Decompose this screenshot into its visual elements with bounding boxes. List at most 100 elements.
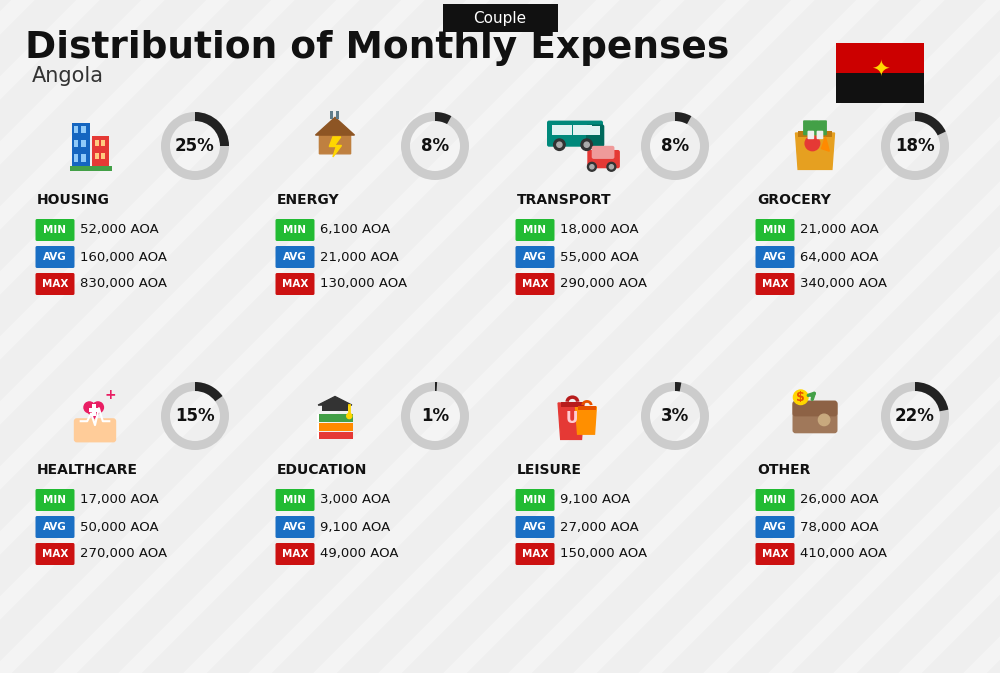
Polygon shape (558, 403, 584, 439)
Text: AVG: AVG (283, 252, 307, 262)
FancyBboxPatch shape (36, 246, 74, 268)
FancyBboxPatch shape (72, 122, 90, 170)
Circle shape (554, 139, 565, 151)
Text: 6,100 AOA: 6,100 AOA (320, 223, 390, 236)
Circle shape (84, 402, 95, 413)
Polygon shape (316, 117, 354, 135)
Polygon shape (84, 408, 103, 419)
Text: 150,000 AOA: 150,000 AOA (560, 548, 647, 561)
Text: 27,000 AOA: 27,000 AOA (560, 520, 639, 534)
Wedge shape (915, 112, 946, 135)
Polygon shape (822, 137, 829, 151)
FancyBboxPatch shape (74, 140, 78, 147)
Text: HOUSING: HOUSING (37, 193, 110, 207)
FancyBboxPatch shape (317, 423, 353, 431)
Text: MAX: MAX (282, 549, 308, 559)
Text: 49,000 AOA: 49,000 AOA (320, 548, 398, 561)
Text: 50,000 AOA: 50,000 AOA (80, 520, 159, 534)
Wedge shape (435, 382, 437, 391)
FancyBboxPatch shape (276, 543, 314, 565)
FancyBboxPatch shape (442, 4, 558, 32)
Text: MAX: MAX (762, 549, 788, 559)
FancyBboxPatch shape (322, 405, 348, 411)
FancyBboxPatch shape (101, 140, 105, 146)
FancyBboxPatch shape (276, 219, 314, 241)
FancyBboxPatch shape (792, 400, 838, 417)
Text: 290,000 AOA: 290,000 AOA (560, 277, 647, 291)
FancyBboxPatch shape (317, 414, 353, 422)
Circle shape (587, 162, 596, 171)
Text: 9,100 AOA: 9,100 AOA (320, 520, 390, 534)
FancyBboxPatch shape (276, 273, 314, 295)
Text: ENERGY: ENERGY (277, 193, 340, 207)
FancyBboxPatch shape (516, 246, 554, 268)
Wedge shape (915, 382, 948, 411)
Text: 3%: 3% (661, 407, 689, 425)
Text: 18,000 AOA: 18,000 AOA (560, 223, 639, 236)
Text: TRANSPORT: TRANSPORT (517, 193, 612, 207)
FancyBboxPatch shape (756, 516, 794, 538)
Text: 18%: 18% (895, 137, 935, 155)
Text: U: U (566, 411, 578, 426)
Circle shape (793, 390, 808, 404)
FancyBboxPatch shape (587, 150, 620, 168)
FancyBboxPatch shape (561, 402, 584, 407)
Text: MIN: MIN (44, 495, 66, 505)
Text: 160,000 AOA: 160,000 AOA (80, 250, 167, 264)
FancyBboxPatch shape (276, 246, 314, 268)
FancyBboxPatch shape (70, 166, 112, 171)
FancyBboxPatch shape (317, 431, 353, 439)
Text: MAX: MAX (42, 279, 68, 289)
Wedge shape (881, 112, 949, 180)
Circle shape (93, 402, 103, 413)
Text: AVG: AVG (523, 252, 547, 262)
FancyBboxPatch shape (276, 489, 314, 511)
FancyBboxPatch shape (756, 489, 794, 511)
Wedge shape (641, 112, 709, 180)
Circle shape (818, 414, 830, 425)
Text: MIN: MIN (284, 225, 306, 235)
Text: OTHER: OTHER (757, 463, 810, 477)
Text: 64,000 AOA: 64,000 AOA (800, 250, 879, 264)
FancyBboxPatch shape (582, 125, 592, 135)
Text: Angola: Angola (32, 66, 104, 86)
Text: MAX: MAX (762, 279, 788, 289)
Text: MIN: MIN (524, 495, 546, 505)
Text: 410,000 AOA: 410,000 AOA (800, 548, 887, 561)
Wedge shape (881, 382, 949, 450)
FancyBboxPatch shape (578, 406, 596, 411)
FancyBboxPatch shape (817, 131, 823, 139)
Text: MIN: MIN (44, 225, 66, 235)
Text: 830,000 AOA: 830,000 AOA (80, 277, 167, 291)
Wedge shape (195, 382, 223, 401)
FancyBboxPatch shape (836, 43, 924, 73)
FancyBboxPatch shape (588, 126, 600, 135)
Text: 15%: 15% (175, 407, 215, 425)
Text: 26,000 AOA: 26,000 AOA (800, 493, 879, 507)
Wedge shape (435, 112, 451, 124)
FancyBboxPatch shape (317, 431, 319, 439)
Wedge shape (675, 382, 681, 392)
Text: $: $ (796, 391, 805, 404)
Circle shape (607, 162, 616, 171)
Wedge shape (161, 112, 229, 180)
Text: 55,000 AOA: 55,000 AOA (560, 250, 639, 264)
Text: 17,000 AOA: 17,000 AOA (80, 493, 159, 507)
FancyBboxPatch shape (811, 120, 819, 135)
Text: 130,000 AOA: 130,000 AOA (320, 277, 407, 291)
FancyBboxPatch shape (81, 154, 86, 162)
Text: AVG: AVG (283, 522, 307, 532)
Text: MIN: MIN (284, 495, 306, 505)
Wedge shape (641, 382, 709, 450)
Text: +: + (104, 388, 116, 402)
Text: 21,000 AOA: 21,000 AOA (800, 223, 879, 236)
FancyBboxPatch shape (547, 120, 603, 147)
FancyBboxPatch shape (95, 153, 99, 159)
Polygon shape (319, 121, 351, 154)
Text: MIN: MIN (764, 225, 786, 235)
FancyBboxPatch shape (808, 131, 814, 139)
Polygon shape (329, 137, 342, 157)
FancyBboxPatch shape (516, 273, 554, 295)
FancyBboxPatch shape (95, 140, 99, 146)
FancyBboxPatch shape (88, 409, 99, 412)
